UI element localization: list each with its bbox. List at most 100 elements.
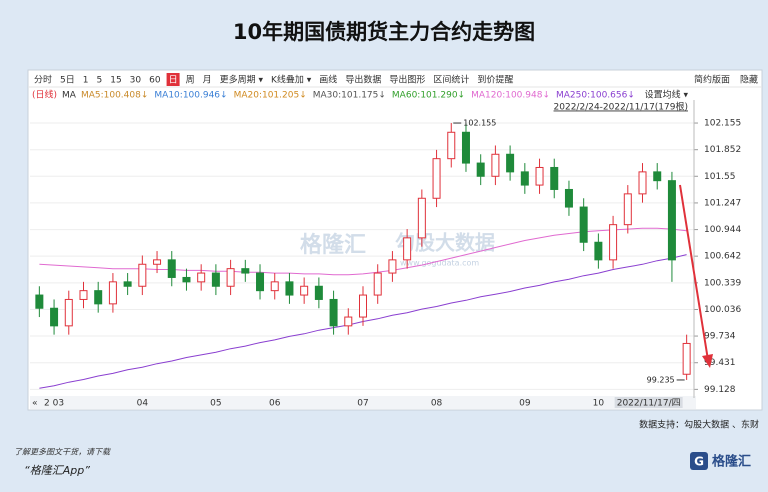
candle-body xyxy=(373,272,382,296)
ma-legend: MA60:101.290↓ xyxy=(392,91,465,101)
candle-body xyxy=(520,171,529,186)
candle-body xyxy=(344,316,353,327)
candle-body xyxy=(388,259,397,274)
ma-setting[interactable]: 设置均线 ▾ xyxy=(645,89,689,101)
ma-legend: MA10:100.946↓ xyxy=(154,91,227,101)
candle-body xyxy=(108,281,117,305)
candle-body xyxy=(682,342,691,375)
x-tick-label: 08 xyxy=(431,399,443,409)
candle-body xyxy=(226,268,235,287)
candle-body xyxy=(314,285,323,300)
candle-body xyxy=(594,241,603,261)
toolbar-item[interactable]: 画线 xyxy=(319,74,337,86)
candle-body xyxy=(256,272,265,292)
candle-body xyxy=(564,188,573,208)
candle-body xyxy=(432,158,441,199)
footer-app: “格隆汇App” xyxy=(24,464,90,477)
ma-line xyxy=(39,227,687,276)
candle-body xyxy=(506,153,515,173)
ma-legend: MA20:101.205↓ xyxy=(234,91,307,101)
toolbar-active-bg xyxy=(166,73,180,86)
toolbar-item[interactable]: 分时 xyxy=(34,74,52,86)
candle-body xyxy=(79,290,88,300)
high-label: 102.155 xyxy=(463,119,496,128)
candle-body xyxy=(285,281,294,296)
toolbar-item[interactable]: 日 xyxy=(169,75,178,86)
candle-body xyxy=(403,237,412,261)
low-label: 99.235 xyxy=(647,375,675,384)
toolbar-item[interactable]: 到价提醒 xyxy=(477,74,513,86)
logo-text: 格隆汇 xyxy=(712,454,751,470)
toolbar-item[interactable]: K线叠加 ▾ xyxy=(271,74,312,86)
toolbar-right-item[interactable]: 简约版面 xyxy=(694,74,730,86)
ma-legend: MA5:100.408↓ xyxy=(81,91,148,101)
candle-body xyxy=(138,263,147,287)
candle-body xyxy=(241,268,250,274)
y-tick-label: 99.431 xyxy=(704,358,736,368)
x-tick-label: 2 03 xyxy=(44,399,64,409)
candle-body xyxy=(167,259,176,278)
toolbar-right-item[interactable]: 隐藏 xyxy=(740,74,758,86)
candle-body xyxy=(417,197,426,239)
x-tick-label: 09 xyxy=(519,399,531,409)
toolbar-item[interactable]: 5日 xyxy=(60,75,75,86)
x-tick-label: 05 xyxy=(210,399,221,409)
logo-icon xyxy=(690,452,708,470)
candle-body xyxy=(476,162,485,177)
logo-glyph: G xyxy=(694,455,704,469)
source: 数据支持：勾股大数据 、东财 xyxy=(639,419,759,431)
toolbar-item[interactable]: 60 xyxy=(149,76,161,86)
toolbar-item[interactable]: 周 xyxy=(186,75,195,86)
candle-body xyxy=(64,298,73,327)
candle-body xyxy=(579,206,588,243)
x-tick-label: 04 xyxy=(137,399,149,409)
toolbar-item[interactable]: 区间统计 xyxy=(433,74,469,86)
candle-body xyxy=(211,272,220,287)
toolbar-item[interactable]: 导出数据 xyxy=(345,74,381,86)
trend-arrow xyxy=(679,184,709,361)
y-tick-label: 102.155 xyxy=(704,119,741,129)
toolbar-item[interactable]: 导出图形 xyxy=(389,74,425,86)
chart-panel xyxy=(27,69,763,411)
candle-body xyxy=(653,171,662,182)
candle-body xyxy=(197,272,206,283)
x-tick-label: 06 xyxy=(269,399,281,409)
candle-body xyxy=(123,281,132,287)
watermark: 格隆汇 xyxy=(300,232,366,258)
y-tick-label: 101.247 xyxy=(704,198,741,208)
x-tick-label: 2022/11/17/四 xyxy=(617,399,681,409)
candle-body xyxy=(50,307,59,327)
scroll-icon: « xyxy=(32,399,38,409)
candle-body xyxy=(623,193,632,226)
toolbar-item[interactable]: 1 xyxy=(83,76,89,86)
chart-title: 10年期国债期货主力合约走势图 xyxy=(233,20,535,44)
toolbar-item[interactable]: 月 xyxy=(203,75,212,86)
footer-note: 了解更多图文干货，请下载 xyxy=(14,448,111,457)
y-tick-label: 100.642 xyxy=(704,252,741,262)
x-tick-label: 07 xyxy=(357,399,368,409)
x-label-box xyxy=(614,397,683,408)
y-tick-label: 99.734 xyxy=(704,332,736,342)
candle-body xyxy=(94,290,103,305)
watermark: 勾股大数据 xyxy=(395,231,495,255)
toolbar-item[interactable]: 30 xyxy=(130,76,142,86)
toolbar-item[interactable]: 更多周期 ▾ xyxy=(220,74,264,86)
x-tick-label: 10 xyxy=(593,399,605,409)
legend-prefix: MA xyxy=(62,91,77,101)
candle-body xyxy=(535,166,544,186)
candle-body xyxy=(329,298,338,327)
toolbar-item[interactable]: 5 xyxy=(96,76,102,86)
legend-prefix: (日线) xyxy=(32,89,57,101)
y-tick-label: 99.128 xyxy=(704,385,736,395)
y-tick-label: 100.339 xyxy=(704,278,741,288)
candle-body xyxy=(270,281,279,292)
candle-body xyxy=(609,224,618,261)
date-range: 2022/2/24-2022/11/17(179根) xyxy=(554,101,688,113)
toolbar-item[interactable]: 15 xyxy=(110,76,121,86)
candle-body xyxy=(153,259,162,265)
x-axis-band xyxy=(30,396,696,409)
candle-body xyxy=(491,153,500,177)
y-tick-label: 100.036 xyxy=(704,305,741,315)
y-tick-label: 101.852 xyxy=(704,145,741,155)
